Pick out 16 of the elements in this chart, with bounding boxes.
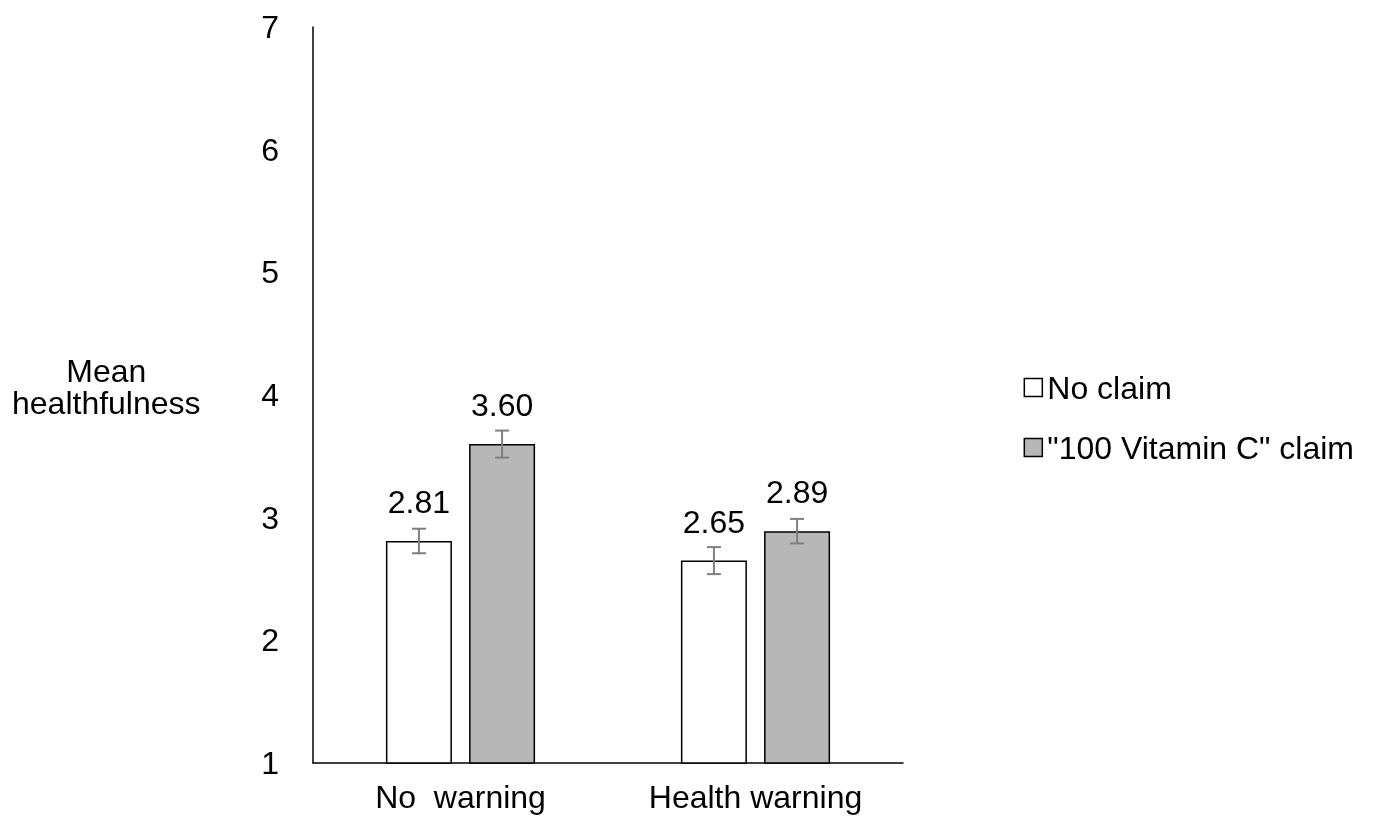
y-tick-label: 3 bbox=[261, 499, 279, 536]
y-tick-label: 6 bbox=[261, 131, 279, 168]
data-label: 2.65 bbox=[682, 503, 746, 540]
x-tick-label: No warning bbox=[375, 779, 546, 815]
y-tick-label: 4 bbox=[261, 377, 279, 413]
legend-label: "100 Vitamin C" claim bbox=[1047, 429, 1354, 466]
data-label: 2.81 bbox=[387, 484, 451, 521]
y-tick-label: 7 bbox=[261, 9, 279, 45]
data-label: 2.89 bbox=[765, 474, 829, 511]
data-label: 3.60 bbox=[470, 387, 534, 424]
y-tick-label: 5 bbox=[261, 254, 279, 291]
y-tick-label: 2 bbox=[261, 622, 279, 659]
legend-label: No claim bbox=[1047, 369, 1172, 406]
x-tick-label: Health warning bbox=[648, 779, 863, 815]
y-axis-title: Mean healthfulness bbox=[12, 353, 201, 421]
y-tick-label: 1 bbox=[261, 745, 279, 781]
